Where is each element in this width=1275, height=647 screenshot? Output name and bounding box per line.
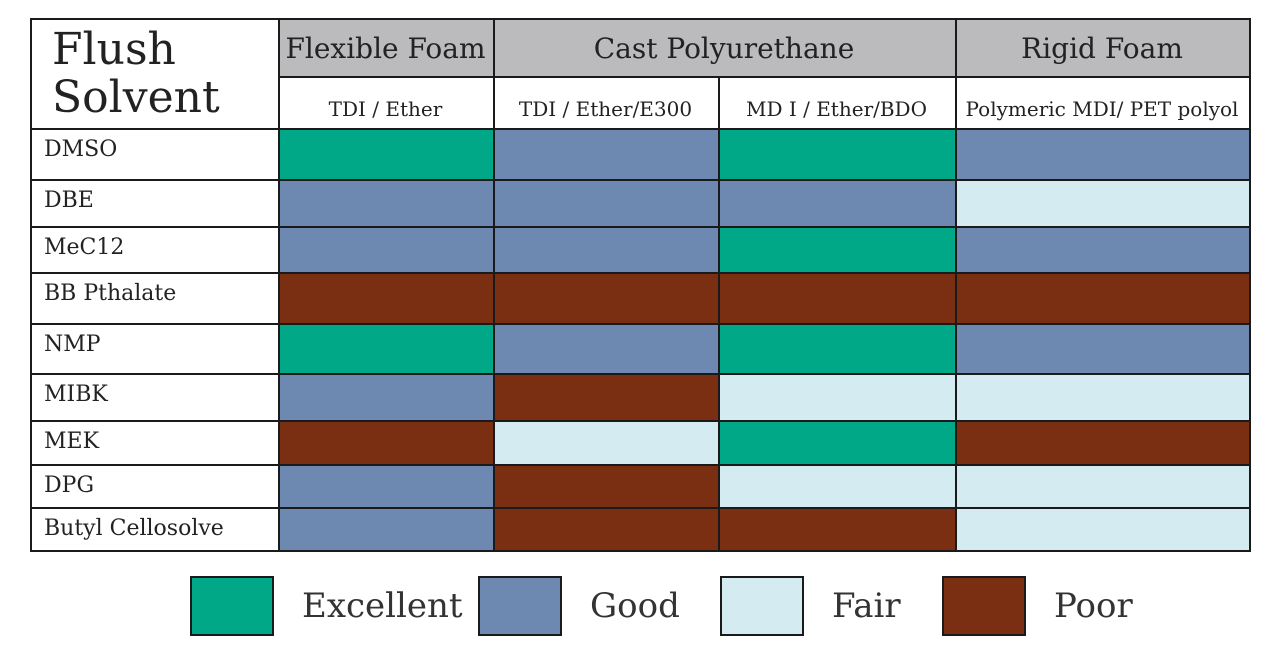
legend-swatch: [720, 576, 804, 636]
group-header: Rigid Foam: [1021, 32, 1183, 65]
rating-cell: [278, 507, 495, 552]
rating-cell: [493, 226, 720, 274]
group-header-cell: [955, 18, 1251, 78]
rating-cell: [493, 464, 720, 509]
rating-cell: [955, 373, 1251, 422]
column-header: Polymeric MDI/ PET polyol: [965, 97, 1239, 121]
rating-cell: [493, 323, 720, 375]
solvent-label: MEK: [44, 429, 100, 454]
column-header: TDI / Ether: [328, 97, 443, 121]
rating-cell: [955, 420, 1251, 466]
legend-label: Fair: [832, 586, 901, 626]
corner-label-line: Flush: [52, 24, 176, 75]
rating-cell: [718, 179, 957, 228]
rating-cell: [278, 323, 495, 375]
row-label-cell: [30, 507, 280, 552]
row-label-cell: [30, 420, 280, 466]
legend-swatch: [478, 576, 562, 636]
row-label-cell: [30, 272, 280, 325]
rating-cell: [278, 226, 495, 274]
column-header-cell: [493, 76, 720, 130]
rating-cell: [955, 226, 1251, 274]
corner-label-line: Solvent: [52, 72, 220, 123]
group-header: Flexible Foam: [285, 32, 486, 65]
solvent-label: MIBK: [44, 382, 108, 407]
corner-cell: [30, 18, 280, 130]
solvent-label: DPG: [44, 473, 95, 498]
rating-cell: [955, 179, 1251, 228]
rating-cell: [718, 128, 957, 181]
legend-label: Excellent: [302, 586, 463, 626]
legend-swatch: [942, 576, 1026, 636]
solvent-label: NMP: [44, 332, 101, 357]
rating-cell: [493, 507, 720, 552]
legend-label: Good: [590, 586, 680, 626]
row-label-cell: [30, 323, 280, 375]
rating-cell: [278, 179, 495, 228]
rating-cell: [955, 272, 1251, 325]
solvent-label: BB Pthalate: [44, 281, 177, 306]
rating-cell: [955, 128, 1251, 181]
column-header: MD I / Ether/BDO: [745, 97, 927, 121]
solvent-label: Butyl Cellosolve: [44, 516, 224, 541]
rating-cell: [718, 420, 957, 466]
rating-cell: [278, 128, 495, 181]
rating-cell: [278, 373, 495, 422]
rating-cell: [718, 323, 957, 375]
rating-cell: [955, 464, 1251, 509]
rating-cell: [493, 128, 720, 181]
solvent-label: DBE: [44, 188, 94, 213]
solvent-label: MeC12: [44, 235, 125, 260]
rating-cell: [718, 464, 957, 509]
rating-cell: [718, 226, 957, 274]
rating-cell: [493, 420, 720, 466]
rating-cell: [493, 272, 720, 325]
column-header: TDI / Ether/E300: [518, 97, 693, 121]
legend: Excellent Good Fair Poor: [0, 560, 1275, 647]
rating-cell: [278, 272, 495, 325]
legend-label: Poor: [1054, 586, 1133, 626]
solvent-label: DMSO: [44, 137, 118, 162]
rating-cell: [955, 507, 1251, 552]
rating-cell: [718, 507, 957, 552]
rating-cell: [278, 420, 495, 466]
rating-cell: [955, 323, 1251, 375]
legend-swatch: [190, 576, 274, 636]
compatibility-table: Flush Solvent Flexible Foam Cast Polyuretha…: [30, 18, 1251, 552]
rating-cell: [493, 179, 720, 228]
rating-cell: [718, 272, 957, 325]
rating-cell: [493, 373, 720, 422]
group-header: Cast Polyurethane: [593, 32, 855, 65]
group-header-cell: [278, 18, 495, 78]
rating-cell: [718, 373, 957, 422]
rating-cell: [278, 464, 495, 509]
row-label-cell: [30, 179, 280, 228]
